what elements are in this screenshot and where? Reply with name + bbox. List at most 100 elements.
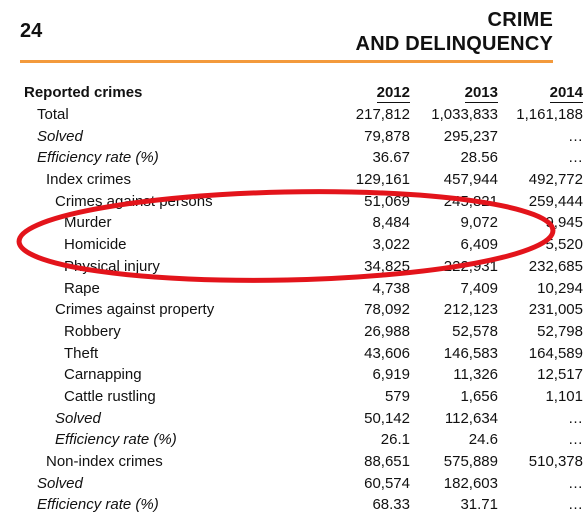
- row-label: Theft: [64, 344, 99, 362]
- value-2014: …: [568, 431, 583, 449]
- year-header-2012: 2012: [376, 84, 410, 104]
- value-2014: 510,378: [528, 453, 583, 471]
- value-2014: 259,444: [528, 192, 583, 210]
- value-2013: 28.56: [460, 149, 498, 167]
- table-row: Solved 79,878 295,237…: [24, 125, 583, 147]
- value-2013: 245,821: [443, 192, 498, 210]
- table-row: Total 217,812 1,033,833 1,161,188: [24, 104, 583, 126]
- value-2013: 112,634: [444, 409, 498, 427]
- value-2013: 457,944: [443, 171, 498, 189]
- value-2012: 26,988: [364, 322, 410, 340]
- table-row: Solved 60,574 182,603…: [24, 472, 583, 494]
- value-2013: 11,326: [453, 366, 498, 384]
- value-2013: 24.6: [468, 431, 498, 449]
- row-label: Crimes against property: [55, 301, 215, 319]
- value-2012: 6,919: [372, 366, 410, 384]
- table-row: Carnapping 6,919 11,326 12,517: [24, 364, 583, 386]
- value-2012: 26.1: [380, 431, 410, 449]
- value-2012: 579: [384, 387, 410, 405]
- value-2012: 51,069: [364, 192, 410, 210]
- row-label: Crimes against persons: [55, 192, 213, 210]
- year-header-2013: 2013: [464, 84, 498, 104]
- value-2012: 8,484: [372, 214, 410, 232]
- crime-statistics-table: Reported crimes 2012 2013 2014 Total 217,…: [24, 82, 583, 516]
- row-label: Efficiency rate (%): [55, 431, 177, 449]
- value-2014: 10,294: [537, 279, 583, 297]
- row-label: Physical injury: [64, 257, 160, 275]
- table-row: Crimes against persons 51,069 245,821 259,4…: [24, 190, 583, 212]
- table-row: Theft 43,606 146,583 164,589: [24, 342, 583, 364]
- row-label: Efficiency rate (%): [37, 496, 159, 514]
- table-row: Physical injury 34,825 222,931 232,685: [24, 256, 583, 278]
- row-label: Solved: [37, 474, 83, 492]
- value-2012: 34,825: [364, 257, 410, 275]
- value-2014: 9,945: [545, 214, 583, 232]
- table-row: Efficiency rate (%) 68.33 31.71 …: [24, 494, 583, 516]
- value-2012: 78,092: [364, 301, 410, 319]
- page-number: 24: [20, 20, 43, 42]
- row-label: Total: [37, 106, 69, 124]
- page-title: CRIME AND DELINQUENCY: [356, 8, 553, 56]
- value-2014: 1,161,188: [516, 106, 583, 124]
- value-2014: …: [568, 496, 583, 514]
- value-2014: 164,589: [528, 344, 583, 362]
- row-label: Murder: [64, 214, 112, 232]
- row-label: Rape: [64, 279, 100, 297]
- value-2012: 3,022: [372, 236, 410, 254]
- table-row: Efficiency rate (%) 36.67 28.56 …: [24, 147, 583, 169]
- value-2014: …: [568, 409, 583, 427]
- table-row: Efficiency rate (%) 26.1 24.6 …: [24, 429, 583, 451]
- value-2012: 217,812: [355, 106, 410, 124]
- row-label: Index crimes: [46, 171, 132, 189]
- value-2013: 6,409: [460, 236, 498, 254]
- value-2014: 52,798: [537, 322, 583, 340]
- value-2013: 212,123: [443, 301, 498, 319]
- value-2013: 222,931: [443, 257, 498, 275]
- value-2013: 9,072: [460, 214, 498, 232]
- value-2014: 231,005: [528, 301, 583, 319]
- table-header-row: Reported crimes 2012 2013 2014: [24, 82, 583, 104]
- title-line-2: AND DELINQUENCY: [355, 33, 553, 55]
- value-2014: 232,685: [528, 257, 583, 275]
- table-row: Crimes against property 78,092 212,123 231,…: [24, 299, 583, 321]
- value-2013: 31.71: [460, 496, 498, 514]
- row-label: Efficiency rate (%): [37, 149, 159, 167]
- value-2013: 295,237: [443, 127, 498, 145]
- value-2014: …: [568, 474, 583, 492]
- value-2013: 1,656: [460, 387, 498, 405]
- table-row: Non-index crimes 88,651 575,889 510,378: [24, 451, 583, 473]
- row-label: Solved: [55, 409, 101, 427]
- value-2012: 36.67: [372, 149, 410, 167]
- value-2014: 492,772: [528, 171, 583, 189]
- row-label: Solved: [37, 127, 83, 145]
- value-2012: 4,738: [372, 279, 410, 297]
- title-line-1: CRIME: [487, 9, 553, 31]
- row-label: Cattle rustling: [64, 387, 156, 405]
- value-2012: 50,142: [364, 409, 410, 427]
- table-row: Murder 8,484 9,072 9,945: [24, 212, 583, 234]
- value-2014: …: [568, 149, 583, 167]
- value-2013: 52,578: [452, 322, 498, 340]
- value-2014: 1,101: [545, 387, 583, 405]
- row-label: Robbery: [64, 322, 121, 340]
- value-2012: 60,574: [364, 474, 410, 492]
- value-2013: 1,033,833: [431, 106, 498, 124]
- table-row: Solved 50,142 112,634 …: [24, 407, 583, 429]
- value-2014: …: [568, 127, 583, 145]
- value-2012: 129,161: [355, 171, 410, 189]
- row-label: Non-index crimes: [46, 453, 163, 471]
- value-2013: 575,889: [443, 453, 498, 471]
- value-2012: 43,606: [364, 344, 410, 362]
- table-row: Homicide 3,022 6,409 5,520: [24, 234, 583, 256]
- header-rule: [20, 60, 553, 63]
- row-label: Carnapping: [64, 366, 142, 384]
- value-2014: 5,520: [545, 236, 583, 254]
- value-2012: 88,651: [364, 453, 410, 471]
- label-column-header: Reported crimes: [24, 84, 143, 102]
- value-2013: 146,583: [443, 344, 498, 362]
- table-row: Robbery 26,988 52,578 52,798: [24, 321, 583, 343]
- value-2014: 12,517: [537, 366, 583, 384]
- year-header-2014: 2014: [549, 84, 583, 104]
- value-2012: 68.33: [372, 496, 410, 514]
- row-label: Homicide: [64, 236, 127, 254]
